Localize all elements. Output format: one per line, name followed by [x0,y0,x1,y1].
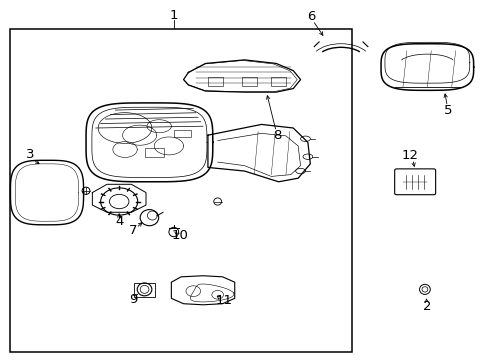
Text: 11: 11 [215,294,232,307]
Bar [271,77,285,86]
Bar [134,283,155,297]
Text: 7: 7 [129,224,137,238]
Text: 3: 3 [26,148,34,161]
Text: 5: 5 [443,104,452,117]
Text: 10: 10 [171,229,188,242]
Text: 9: 9 [129,293,137,306]
Text: 1: 1 [169,9,178,22]
Bar [10,30,351,352]
Text: 6: 6 [307,10,315,23]
Text: 8: 8 [273,129,281,142]
Bar [242,77,256,86]
Text: 4: 4 [115,215,123,228]
Bar [207,77,222,86]
Bar [173,130,190,137]
Bar [144,148,163,157]
Text: 12: 12 [401,149,418,162]
Text: 2: 2 [422,300,431,313]
